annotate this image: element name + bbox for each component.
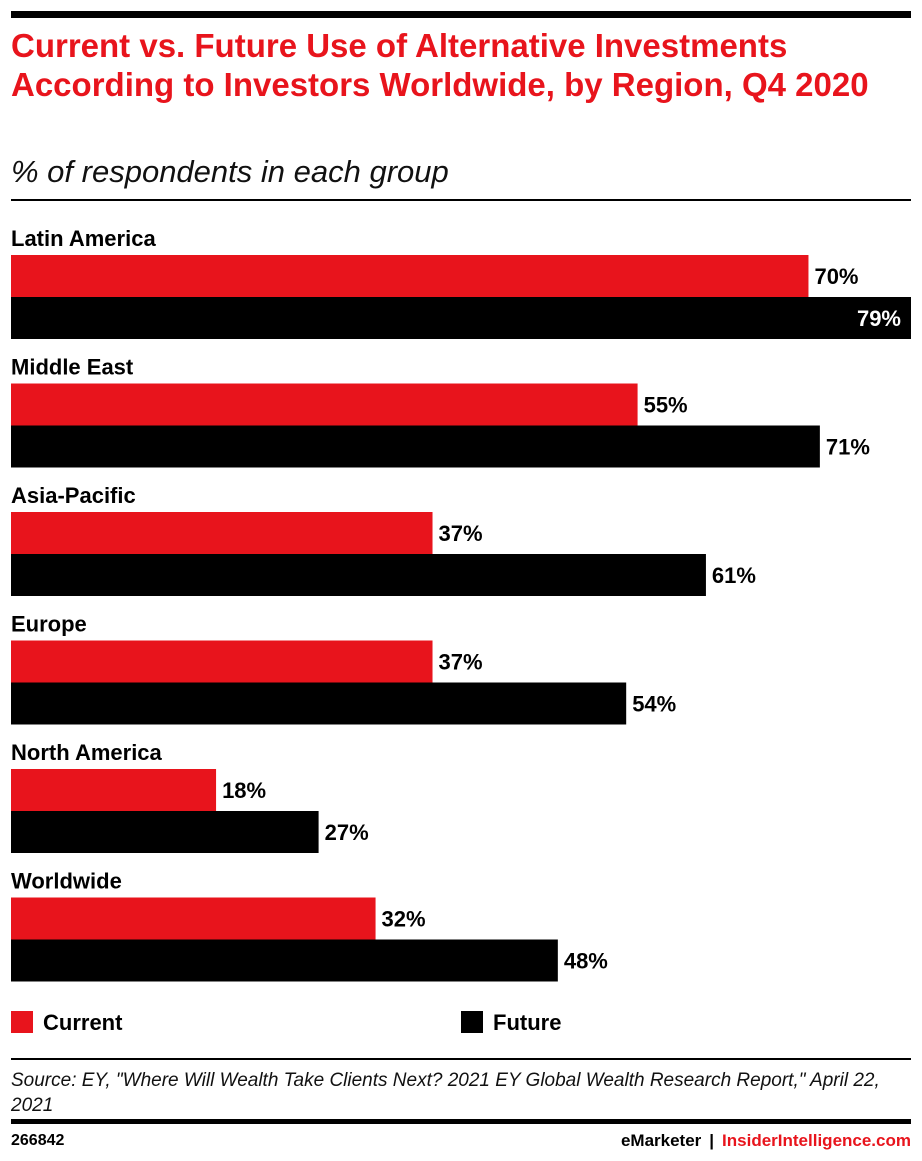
bar-chart: Latin America 70% 79% Middle East 55% 71% Asia… xyxy=(11,226,911,982)
chart-subtitle: % of respondents in each group xyxy=(11,154,449,189)
legend-swatch-future xyxy=(461,1011,483,1033)
data-label-future: 48% xyxy=(564,949,608,974)
data-label-future: 71% xyxy=(826,435,870,460)
category-label: Europe xyxy=(11,612,87,637)
header-divider xyxy=(11,199,911,201)
data-label-future: 54% xyxy=(632,692,676,717)
bar-future xyxy=(11,554,706,596)
data-label-current: 32% xyxy=(382,907,426,932)
bar-current xyxy=(11,897,376,940)
legend-swatch-current xyxy=(11,1011,33,1033)
chart-title: Current vs. Future Use of Alternative In… xyxy=(11,27,869,103)
data-label-future: 27% xyxy=(325,820,369,845)
chart-id: 266842 xyxy=(11,1132,65,1149)
data-label-future: 79% xyxy=(857,306,901,331)
source-divider xyxy=(11,1058,911,1060)
top-rule xyxy=(11,11,911,18)
brand-emarketer: eMarketer xyxy=(620,1131,702,1150)
brand-separator: | xyxy=(709,1131,715,1150)
category-label: Asia-Pacific xyxy=(11,483,136,508)
bar-future xyxy=(11,811,319,853)
bar-current xyxy=(11,255,809,297)
bar-future xyxy=(11,425,820,468)
data-label-future: 61% xyxy=(712,563,756,588)
data-label-current: 18% xyxy=(222,778,266,803)
bar-current xyxy=(11,383,638,426)
category-label: Worldwide xyxy=(11,869,122,894)
category-label: Middle East xyxy=(11,355,134,380)
bottom-rule xyxy=(11,1119,911,1124)
category-label: Latin America xyxy=(11,226,156,251)
footer-brand: eMarketer | InsiderIntelligence.com xyxy=(621,1131,911,1151)
bar-future xyxy=(11,297,911,339)
bar-future xyxy=(11,939,558,982)
bar-current xyxy=(11,512,433,554)
data-label-current: 55% xyxy=(644,393,688,418)
data-label-current: 70% xyxy=(814,264,858,289)
legend-label-future: Future xyxy=(493,1010,562,1035)
bar-current xyxy=(11,769,217,811)
legend-label-current: Current xyxy=(43,1010,123,1035)
source-note: Source: EY, "Where Will Wealth Take Clie… xyxy=(11,1070,880,1116)
bar-current xyxy=(11,640,433,683)
bar-future xyxy=(11,682,627,725)
category-label: North America xyxy=(11,740,163,765)
data-label-current: 37% xyxy=(439,650,483,675)
data-label-current: 37% xyxy=(439,521,483,546)
brand-insider-intelligence-link[interactable]: InsiderIntelligence.com xyxy=(722,1131,911,1150)
